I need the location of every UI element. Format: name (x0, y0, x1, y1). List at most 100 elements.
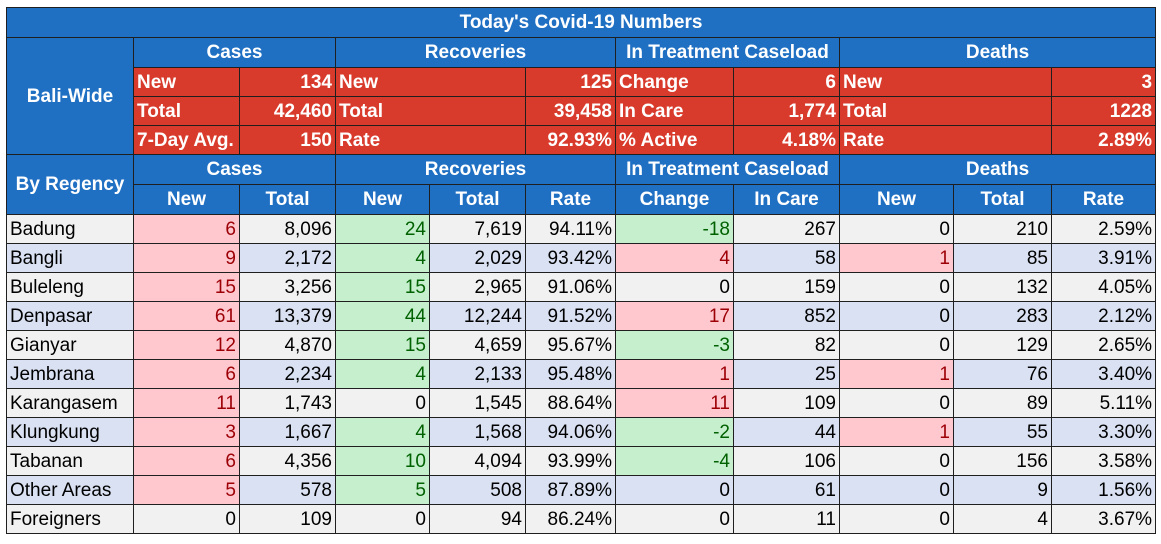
regency-cases-header: Cases (133, 154, 336, 185)
summary-value: 125 (525, 67, 616, 97)
column-header: Total (239, 184, 336, 215)
death-rate-cell: 3.58% (1050, 446, 1157, 476)
treatment-change-cell: 17 (615, 301, 734, 331)
table-row: Foreigners 0 109 0 94 86.24% 0 11 0 4 3.67% (6, 504, 1157, 534)
table-row: Buleleng 15 3,256 15 2,965 91.06% 0 159 0 132 4.05… (6, 272, 1157, 302)
summary-value: 150 (239, 125, 336, 155)
summary-value: 4.18% (733, 125, 840, 155)
recovery-rate-cell: 95.48% (525, 359, 616, 389)
cases-new-cell: 6 (133, 359, 240, 389)
recovery-rate-cell: 94.11% (525, 214, 616, 244)
deaths-new-cell: 0 (839, 504, 954, 534)
table-row: Other Areas 5 578 5 508 87.89% 0 61 0 9 1.56% (6, 475, 1157, 505)
cases-total-cell: 109 (239, 504, 336, 534)
bali-wide-label: Bali-Wide (6, 37, 134, 155)
summary-label: In Care (615, 96, 734, 126)
summary-value: 3 (1050, 67, 1157, 97)
in-care-cell: 58 (733, 243, 840, 273)
regency-name-cell: Tabanan (6, 446, 134, 476)
summary-label: Total (839, 96, 1052, 126)
cases-new-cell: 6 (133, 214, 240, 244)
recoveries-total-cell: 7,619 (429, 214, 526, 244)
bali-wide-recoveries-header: Recoveries (335, 37, 616, 68)
death-rate-cell: 2.12% (1050, 301, 1157, 331)
treatment-change-cell: -18 (615, 214, 734, 244)
treatment-change-cell: 11 (615, 388, 734, 418)
cases-new-cell: 61 (133, 301, 240, 331)
recoveries-total-cell: 2,965 (429, 272, 526, 302)
summary-value: 1228 (1050, 96, 1157, 126)
bali-wide-row: Total 42,460 Total 39,458 In Care 1,774 … (7, 96, 1157, 126)
column-header: Change (615, 184, 734, 215)
death-rate-cell: 5.11% (1050, 388, 1157, 418)
cases-total-cell: 2,234 (239, 359, 336, 389)
recovery-rate-cell: 88.64% (525, 388, 616, 418)
regency-name-cell: Jembrana (6, 359, 134, 389)
summary-label: % Active (615, 125, 734, 155)
column-header: New (335, 184, 430, 215)
summary-value: 2.89% (1050, 125, 1157, 155)
recoveries-new-cell: 24 (335, 214, 430, 244)
deaths-total-cell: 132 (953, 272, 1052, 302)
regency-name-cell: Denpasar (6, 301, 134, 331)
treatment-change-cell: 0 (615, 475, 734, 505)
table-row: Jembrana 6 2,234 4 2,133 95.48% 1 25 1 76 3.40% (6, 359, 1157, 389)
recoveries-new-cell: 0 (335, 388, 430, 418)
regency-recoveries-header: Recoveries (335, 154, 616, 185)
death-rate-cell: 3.67% (1050, 504, 1157, 534)
summary-label: Total (133, 96, 240, 126)
in-care-cell: 44 (733, 417, 840, 447)
cases-total-cell: 4,870 (239, 330, 336, 360)
regency-name-cell: Buleleng (6, 272, 134, 302)
cases-new-cell: 15 (133, 272, 240, 302)
treatment-change-cell: -3 (615, 330, 734, 360)
deaths-total-cell: 129 (953, 330, 1052, 360)
deaths-new-cell: 0 (839, 272, 954, 302)
in-care-cell: 852 (733, 301, 840, 331)
recoveries-new-cell: 10 (335, 446, 430, 476)
regency-deaths-header: Deaths (838, 154, 1157, 185)
bali-wide-deaths-header: Deaths (838, 37, 1157, 68)
recoveries-new-cell: 5 (335, 475, 430, 505)
deaths-new-cell: 0 (839, 330, 954, 360)
deaths-new-cell: 0 (839, 388, 954, 418)
cases-new-cell: 0 (133, 504, 240, 534)
regency-name-cell: Bangli (6, 243, 134, 273)
in-care-cell: 267 (733, 214, 840, 244)
death-rate-cell: 1.56% (1050, 475, 1157, 505)
recovery-rate-cell: 91.52% (525, 301, 616, 331)
in-care-cell: 25 (733, 359, 840, 389)
recoveries-new-cell: 4 (335, 417, 430, 447)
bali-wide-treatment-header: In Treatment Caseload (615, 37, 840, 68)
column-header: Total (953, 184, 1052, 215)
bali-wide-row: 7-Day Avg. 150 Rate 92.93% % Active 4.18… (7, 125, 1157, 155)
deaths-total-cell: 76 (953, 359, 1052, 389)
regency-rows: Badung 6 8,096 24 7,619 94.11% -18 267 0 210 2.59%… (6, 214, 1157, 534)
recoveries-new-cell: 4 (335, 243, 430, 273)
bali-wide-row: New 134 New 125 Change 6 New 3 (7, 67, 1157, 97)
recoveries-total-cell: 4,659 (429, 330, 526, 360)
in-care-cell: 11 (733, 504, 840, 534)
death-rate-cell: 4.05% (1050, 272, 1157, 302)
column-header: New (839, 184, 954, 215)
recoveries-total-cell: 2,133 (429, 359, 526, 389)
treatment-change-cell: -2 (615, 417, 734, 447)
column-header: Rate (1050, 184, 1157, 215)
column-header: In Care (733, 184, 840, 215)
table-row: Karangasem 11 1,743 0 1,545 88.64% 11 109 0 89 5.1… (6, 388, 1157, 418)
recoveries-total-cell: 2,029 (429, 243, 526, 273)
deaths-new-cell: 1 (839, 243, 954, 273)
table-row: Bangli 9 2,172 4 2,029 93.42% 4 58 1 85 3.91% (6, 243, 1157, 273)
summary-value: 6 (733, 67, 840, 97)
summary-value: 42,460 (239, 96, 336, 126)
cases-new-cell: 11 (133, 388, 240, 418)
recoveries-new-cell: 15 (335, 272, 430, 302)
recovery-rate-cell: 93.99% (525, 446, 616, 476)
cases-new-cell: 6 (133, 446, 240, 476)
deaths-total-cell: 89 (953, 388, 1052, 418)
recoveries-new-cell: 15 (335, 330, 430, 360)
deaths-total-cell: 85 (953, 243, 1052, 273)
summary-value: 92.93% (525, 125, 616, 155)
summary-value: 134 (239, 67, 336, 97)
table-row: Denpasar 61 13,379 44 12,244 91.52% 17 852 0 283 2… (6, 301, 1157, 331)
